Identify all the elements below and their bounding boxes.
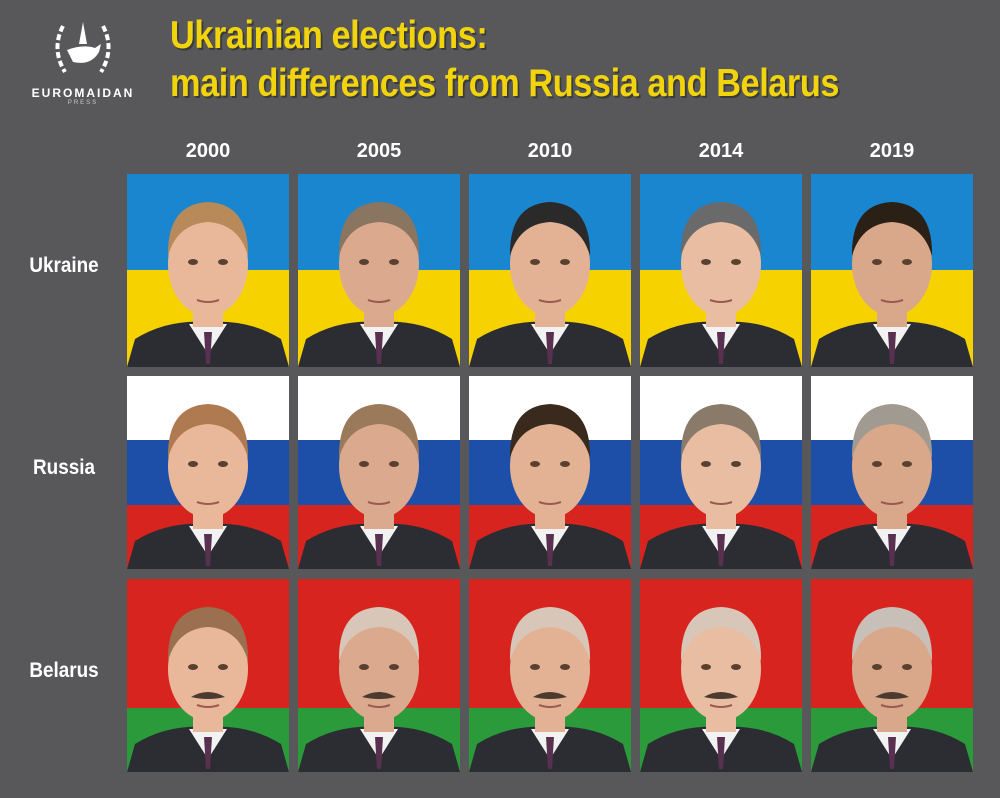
year-header: 2019 [869,140,915,162]
portrait-russia-2000 [127,376,289,569]
year-header: 2005 [356,140,402,162]
face [339,617,419,721]
hair [680,404,762,458]
year-header: 2000 [185,140,231,162]
dove-wreath-icon [55,22,111,74]
logo-sub: PRESS [67,100,99,106]
page-title: Ukrainian elections: main differences fr… [170,12,839,108]
portrait-ukraine-2005 [298,174,460,367]
face [852,212,932,316]
portrait-russia-2019 [811,376,973,569]
portrait-belarus-2005 [298,579,460,772]
face [510,617,590,721]
country-label: Belarus [29,659,99,682]
face [681,617,761,721]
year-header: 2014 [698,140,744,162]
face [339,414,419,518]
hair [338,404,420,458]
face [681,414,761,518]
face [852,617,932,721]
portrait-russia-2014 [640,376,802,569]
hair [851,404,933,458]
portrait-belarus-2000 [127,579,289,772]
portrait-russia-2010 [469,376,631,569]
logo-brand: EUROMAIDAN [31,86,135,100]
hair [509,607,591,661]
face [168,414,248,518]
hair [680,607,762,661]
portrait-belarus-2014 [640,579,802,772]
hair [167,202,249,256]
hair [167,607,249,661]
face [681,212,761,316]
face [852,414,932,518]
country-label: Ukraine [29,254,99,277]
hair [851,202,933,256]
euromaidan-logo: EUROMAIDAN PRESS [28,14,138,106]
portrait-belarus-2019 [811,579,973,772]
portrait-belarus-2010 [469,579,631,772]
face [339,212,419,316]
year-header: 2010 [527,140,573,162]
hair [509,202,591,256]
portrait-ukraine-2010 [469,174,631,367]
hair [338,202,420,256]
hair [338,607,420,661]
hair [680,202,762,256]
portrait-ukraine-2019 [811,174,973,367]
hair [167,404,249,458]
title-line-2: main differences from Russia and Belarus [170,62,840,105]
portrait-ukraine-2014 [640,174,802,367]
hair [851,607,933,661]
portrait-russia-2005 [298,376,460,569]
face [168,617,248,721]
face [510,212,590,316]
face [168,212,248,316]
face [510,414,590,518]
country-label: Russia [33,456,95,479]
portrait-ukraine-2000 [127,174,289,367]
hair [509,404,591,458]
title-line-1: Ukrainian elections: [170,14,488,57]
